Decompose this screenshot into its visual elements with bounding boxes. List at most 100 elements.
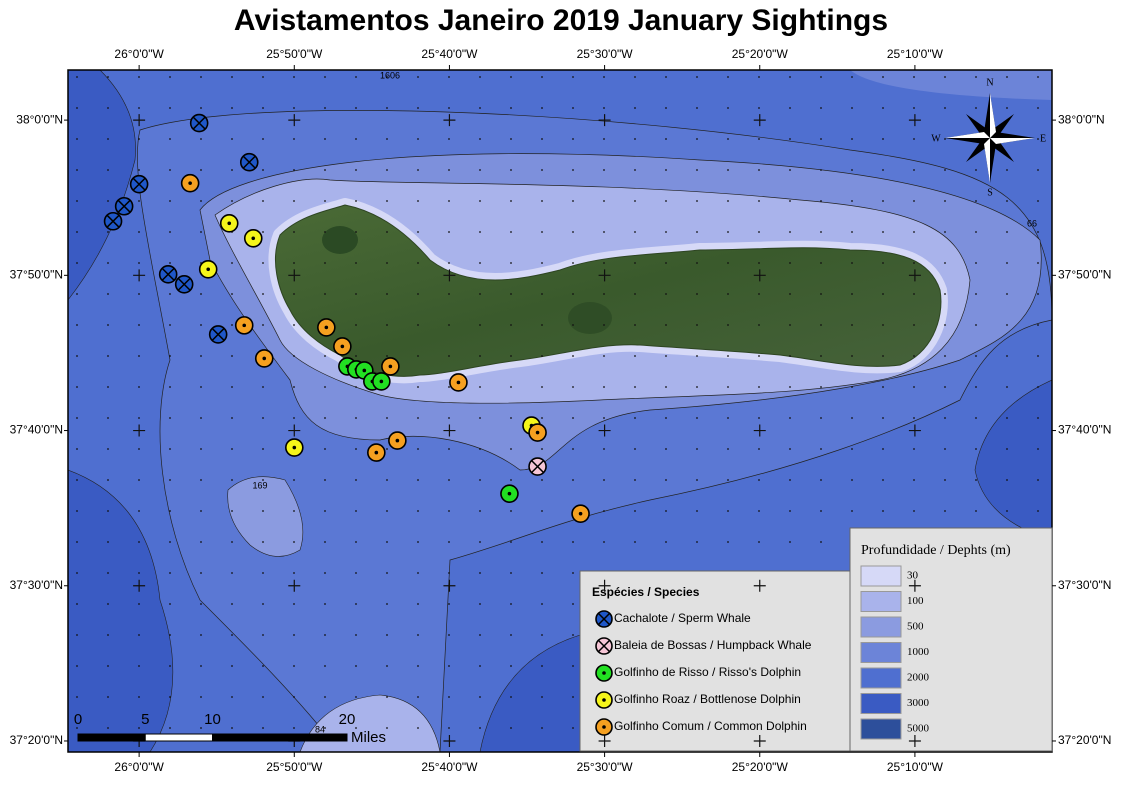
sighting bbox=[243, 228, 263, 248]
y-tick-label: 38°0'0"N bbox=[16, 112, 63, 126]
sighting bbox=[174, 274, 194, 294]
graticule-cross bbox=[598, 579, 611, 592]
graticule-cross bbox=[133, 114, 146, 127]
graticule-cross bbox=[908, 734, 921, 747]
graticule-cross bbox=[288, 269, 301, 282]
depth-legend-box bbox=[849, 527, 1053, 752]
sighting bbox=[129, 174, 149, 194]
compass-rose bbox=[945, 93, 1035, 183]
sighting bbox=[189, 113, 209, 133]
sighting-dot bbox=[602, 698, 606, 702]
y-tick-label: 37°40'0"N bbox=[1058, 423, 1111, 437]
depth-label: 1606 bbox=[380, 70, 400, 80]
graticule-cross bbox=[133, 269, 146, 282]
graticule-cross bbox=[753, 269, 766, 282]
scale-segment bbox=[77, 733, 146, 742]
depth-legend-label: 30 bbox=[907, 570, 919, 582]
compass-star bbox=[966, 114, 1014, 162]
depth-swatch bbox=[860, 591, 902, 612]
sighting bbox=[449, 373, 468, 392]
sighting bbox=[219, 213, 239, 233]
scale-unit: Miles bbox=[351, 729, 386, 746]
graticule-cross bbox=[288, 114, 301, 127]
sighting bbox=[367, 443, 386, 462]
species-legend-label: Cachalote / Sperm Whale bbox=[614, 611, 751, 625]
y-tick-label: 37°20'0"N bbox=[10, 733, 63, 747]
sighting bbox=[254, 349, 274, 368]
x-tick-label: 25°50'0"W bbox=[266, 47, 323, 61]
x-tick-label: 25°40'0"W bbox=[421, 47, 478, 61]
graticule-cross bbox=[133, 424, 146, 437]
depth-legend-label: 5000 bbox=[907, 723, 930, 735]
sighting bbox=[114, 196, 134, 216]
sighting bbox=[239, 152, 259, 172]
compass-s: S bbox=[987, 187, 993, 198]
graticule-cross bbox=[443, 579, 456, 592]
graticule-cross bbox=[753, 424, 766, 437]
sighting bbox=[372, 372, 391, 391]
sighting bbox=[317, 318, 336, 337]
sighting-dot bbox=[388, 364, 393, 369]
sighting-cross bbox=[192, 116, 206, 130]
x-tick-label: 25°40'0"W bbox=[421, 760, 478, 774]
sighting-dot bbox=[535, 430, 540, 435]
x-tick-label: 25°30'0"W bbox=[577, 760, 634, 774]
compass-star bbox=[945, 93, 1035, 183]
sighting-cross bbox=[161, 267, 175, 281]
sighting-dot bbox=[324, 325, 329, 330]
sighting bbox=[285, 438, 304, 457]
graticule-cross bbox=[598, 114, 611, 127]
x-tick-label: 25°20'0"W bbox=[732, 47, 789, 61]
x-tick-label: 25°50'0"W bbox=[266, 760, 323, 774]
sighting bbox=[234, 316, 254, 335]
graticule-cross bbox=[908, 114, 921, 127]
sighting-cross bbox=[106, 214, 120, 228]
sighting-dot bbox=[340, 344, 345, 349]
depth-swatch bbox=[860, 718, 902, 740]
sighting bbox=[158, 265, 178, 284]
depth-swatch bbox=[860, 642, 902, 663]
x-tick-label: 25°30'0"W bbox=[577, 47, 634, 61]
sighting-dot bbox=[362, 368, 367, 373]
graticule-cross bbox=[288, 579, 301, 592]
species-legend-label: Golfinho Comum / Common Dolphin bbox=[614, 719, 807, 733]
sighting-dot bbox=[292, 445, 297, 450]
graticule-cross bbox=[443, 734, 456, 747]
depth-legend-label: 1000 bbox=[907, 646, 930, 658]
depth-swatch bbox=[860, 616, 902, 638]
sighting-cross bbox=[531, 460, 545, 474]
graticule-cross bbox=[598, 424, 611, 437]
sighting-dot bbox=[251, 236, 256, 241]
sighting bbox=[333, 337, 352, 356]
y-tick-label: 37°20'0"N bbox=[1058, 733, 1111, 747]
species-legend-title: Espécies / Species bbox=[592, 585, 700, 599]
sighting-cross bbox=[242, 155, 256, 169]
graticule-cross bbox=[908, 579, 921, 592]
graticule-cross bbox=[443, 114, 456, 127]
sighting bbox=[500, 484, 519, 503]
scale-tick-label: 10 bbox=[204, 711, 221, 728]
depth-legend-label: 500 bbox=[907, 621, 924, 633]
sighting-dot bbox=[227, 221, 232, 226]
sighting bbox=[208, 325, 228, 344]
x-tick-label: 26°0'0"W bbox=[114, 760, 164, 774]
depth-legend-label: 3000 bbox=[907, 697, 930, 709]
sighting-cross bbox=[211, 327, 225, 341]
depth-legend-label: 100 bbox=[907, 595, 924, 607]
sighting-dot bbox=[206, 267, 210, 272]
graticule-cross bbox=[908, 424, 921, 437]
compass-n: N bbox=[986, 77, 993, 88]
species-legend-label: Golfinho Roaz / Bottlenose Dolphin bbox=[614, 692, 801, 706]
graticule-cross bbox=[443, 424, 456, 437]
sighting-cross bbox=[117, 199, 131, 213]
sighting bbox=[571, 504, 590, 523]
sighting-dot bbox=[374, 450, 379, 455]
graticule-cross bbox=[598, 734, 611, 747]
sighting-dot bbox=[262, 356, 267, 361]
sighting bbox=[595, 691, 613, 709]
sighting-dot bbox=[602, 671, 606, 675]
graticule-cross bbox=[288, 424, 301, 437]
species-legend-label: Baleia de Bossas / Humpback Whale bbox=[614, 638, 812, 652]
map-frame bbox=[67, 69, 1053, 753]
